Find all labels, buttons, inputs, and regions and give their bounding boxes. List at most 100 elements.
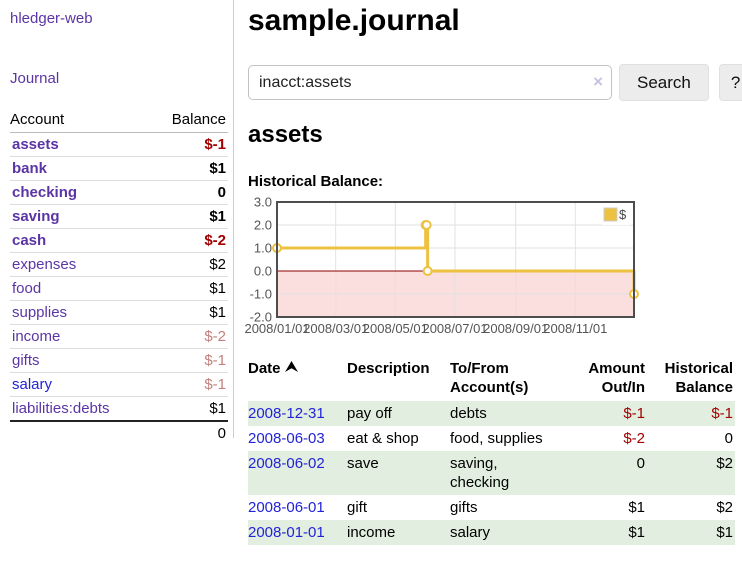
- date-column-header[interactable]: Date: [248, 357, 347, 401]
- transaction-accounts: debts: [450, 405, 487, 422]
- transaction-amount: $-2: [623, 430, 645, 447]
- search-help-button[interactable]: ?: [718, 64, 742, 101]
- account-link[interactable]: saving: [12, 208, 60, 225]
- account-link[interactable]: expenses: [12, 256, 77, 273]
- account-balance: $-1: [150, 348, 228, 373]
- transaction-balance: $1: [716, 524, 733, 541]
- transaction-date-link[interactable]: 2008-06-02: [248, 455, 325, 472]
- search-bar: × Search ?: [248, 64, 742, 101]
- account-balance: $2: [150, 252, 228, 277]
- transaction-row: 2008-06-01 gift gifts $1 $2: [248, 495, 735, 520]
- svg-text:-2.0: -2.0: [250, 310, 272, 325]
- accounts-column-header: Account: [10, 108, 151, 133]
- account-balance: $-2: [150, 324, 228, 349]
- transaction-date-link[interactable]: 2008-06-03: [248, 430, 325, 447]
- account-row: liabilities:debts $1: [10, 396, 228, 421]
- transaction-accounts: saving, checking: [450, 455, 510, 491]
- transaction-row: 2008-06-02 save saving, checking 0 $2: [248, 451, 735, 495]
- historical-balance-chart: $3.0 2.0 1.0 0.0 -1.0 -2.0 2008/01/01 2008/03/0…: [244, 195, 735, 341]
- svg-text:2008/05/01: 2008/05/01: [363, 321, 428, 336]
- account-link[interactable]: food: [12, 280, 42, 297]
- accounts-total-row: 0: [10, 420, 228, 445]
- search-input[interactable]: [248, 65, 612, 100]
- chart-title: Historical Balance:: [248, 173, 384, 190]
- transaction-balance: $-1: [711, 405, 733, 422]
- svg-text:2.0: 2.0: [254, 218, 272, 233]
- account-link[interactable]: assets: [12, 136, 59, 153]
- transaction-row: 2008-06-03 eat & shop food, supplies $-2…: [248, 426, 735, 451]
- svg-text:0.0: 0.0: [254, 264, 272, 279]
- transaction-balance: $2: [716, 499, 733, 516]
- account-balance: 0: [150, 180, 228, 205]
- search-button[interactable]: Search: [619, 64, 709, 101]
- transaction-accounts: gifts: [450, 499, 478, 516]
- svg-text:2008/07/01: 2008/07/01: [422, 321, 487, 336]
- transaction-description: save: [347, 455, 379, 472]
- transaction-row: 2008-12-31 pay off debts $-1 $-1: [248, 401, 735, 426]
- account-link[interactable]: bank: [12, 160, 48, 177]
- transaction-date-link[interactable]: 2008-12-31: [248, 405, 325, 422]
- sort-asc-icon: [284, 361, 298, 373]
- amount-column-header: Amount Out/In: [588, 360, 645, 396]
- svg-text:2008/11/01: 2008/11/01: [543, 321, 607, 336]
- account-link[interactable]: cash: [12, 232, 47, 249]
- transaction-date-link[interactable]: 2008-01-01: [248, 524, 325, 541]
- transaction-accounts: food, supplies: [450, 430, 543, 447]
- account-row: assets $-1: [10, 133, 228, 157]
- sidebar: hledger-web Journal Account Balance asse…: [0, 0, 233, 582]
- account-row: income $-2: [10, 324, 228, 349]
- account-balance: $1: [150, 300, 228, 325]
- account-row: expenses $2: [10, 252, 228, 277]
- transaction-amount: $1: [628, 524, 645, 541]
- transaction-amount: $1: [628, 499, 645, 516]
- transaction-description: pay off: [347, 405, 392, 422]
- description-column-header: Description: [347, 360, 430, 377]
- transaction-description: income: [347, 524, 396, 541]
- transaction-date-link[interactable]: 2008-06-01: [248, 499, 325, 516]
- account-heading: assets: [248, 121, 323, 148]
- register-table: Date Description To/From Account(s) Amou…: [248, 357, 735, 545]
- transaction-balance: 0: [724, 430, 733, 447]
- chart-canvas: $3.0 2.0 1.0 0.0 -1.0 -2.02008/01/012008/03/0…: [244, 195, 639, 336]
- account-row: cash $-2: [10, 228, 228, 253]
- sidebar-divider: [233, 0, 234, 438]
- account-balance: $1: [150, 276, 228, 301]
- svg-text:-1.0: -1.0: [250, 287, 272, 302]
- account-link[interactable]: salary: [12, 376, 53, 393]
- account-link[interactable]: income: [12, 328, 61, 345]
- main-content: sample.journal × Search ? assets Histori…: [233, 0, 742, 545]
- account-balance: $-1: [150, 372, 228, 397]
- balance-column-header: Balance: [150, 108, 228, 133]
- account-row: gifts $-1: [10, 348, 228, 373]
- account-balance: $-2: [150, 228, 228, 253]
- accounts-total-value: 0: [150, 420, 228, 445]
- account-link[interactable]: gifts: [12, 352, 40, 369]
- page-title: sample.journal: [248, 4, 460, 37]
- svg-text:1.0: 1.0: [254, 241, 272, 256]
- clear-search-icon[interactable]: ×: [593, 72, 603, 91]
- account-link[interactable]: liabilities:debts: [12, 400, 110, 417]
- sidebar-item-journal[interactable]: Journal: [10, 70, 60, 87]
- transaction-description: gift: [347, 499, 368, 516]
- transaction-amount: 0: [636, 455, 645, 472]
- account-row: bank $1: [10, 156, 228, 181]
- account-link[interactable]: checking: [12, 184, 78, 201]
- account-link[interactable]: supplies: [12, 304, 68, 321]
- svg-text:2008/03/01: 2008/03/01: [303, 321, 368, 336]
- account-balance: $1: [150, 204, 228, 229]
- account-balance: $1: [150, 396, 228, 421]
- account-row: checking 0: [10, 180, 228, 205]
- transaction-accounts: salary: [450, 524, 491, 541]
- transaction-balance: $2: [716, 455, 733, 472]
- historical-balance-column-header: Historical Balance: [664, 360, 733, 396]
- app-brand-link[interactable]: hledger-web: [10, 10, 93, 27]
- account-row: salary $-1: [10, 372, 228, 397]
- svg-text:2008/01/01: 2008/01/01: [244, 321, 309, 336]
- accounts-balance-table: Account Balance assets $-1 bank $1 check…: [10, 108, 228, 445]
- accounts-column-header2: To/From Account(s): [450, 360, 529, 396]
- account-row: saving $1: [10, 204, 228, 229]
- transaction-row: 2008-01-01 income salary $1 $1: [248, 520, 735, 545]
- svg-text:$: $: [619, 207, 627, 222]
- transaction-description: eat & shop: [347, 430, 419, 447]
- account-row: supplies $1: [10, 300, 228, 325]
